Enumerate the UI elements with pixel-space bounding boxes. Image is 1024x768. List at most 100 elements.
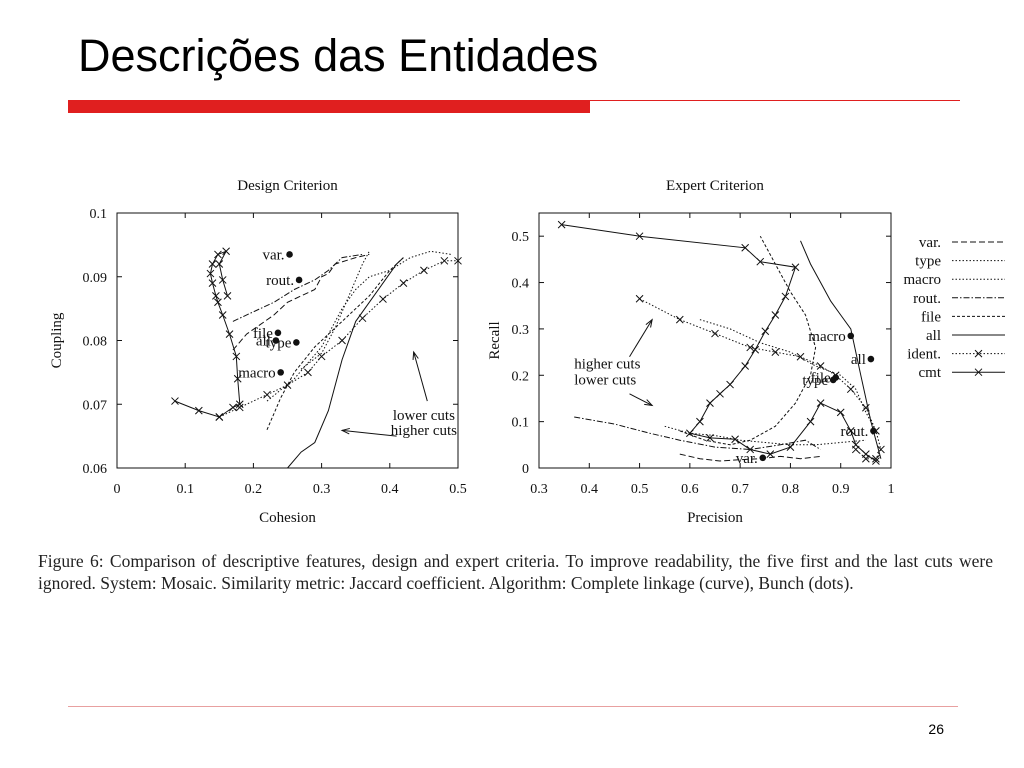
series-macro (300, 251, 370, 370)
bunch-dot-label: file (253, 326, 273, 342)
x-tick-label: 0.6 (681, 482, 699, 497)
bunch-dot (277, 369, 284, 376)
bunch-dot (867, 355, 875, 363)
bunch-dot-label: rout. (266, 273, 294, 289)
bunch-dot-label: rout. (840, 424, 868, 440)
expert-criterion-chart: Expert Criterion Precision Recall 0.3 0.4 0.5… (487, 178, 1005, 526)
annotation-label: lower cuts (393, 408, 455, 424)
bunch-dot-label: macro (238, 365, 275, 381)
data-point-marker (215, 413, 224, 421)
data-point-marker (877, 445, 885, 454)
data-point-marker (454, 256, 462, 265)
data-point-marker (557, 220, 566, 229)
x-tick-label: 1 (888, 482, 895, 497)
data-point-marker (771, 311, 780, 319)
arrow-head (644, 399, 654, 407)
x-tick-label: 0.4 (581, 482, 599, 497)
x-tick-label: 0.7 (731, 482, 749, 497)
title-divider-line (590, 100, 960, 101)
series-line (679, 453, 821, 462)
bunch-dot-label: all (851, 352, 866, 368)
data-point-marker (317, 352, 326, 361)
y-tick-label: 0.1 (90, 207, 108, 222)
bunch-dot-label: macro (808, 329, 845, 345)
legend-marker (974, 349, 983, 358)
data-point-marker (796, 352, 805, 361)
data-point-marker (304, 368, 312, 377)
x-tick-label: 0.1 (176, 482, 194, 497)
data-point-marker (741, 243, 750, 252)
data-point-marker (338, 336, 346, 345)
y-tick-label: 0.07 (83, 398, 108, 413)
bunch-dot-label: type (802, 373, 828, 389)
data-point-marker (731, 435, 739, 444)
series-line (800, 240, 882, 459)
data-point-marker (208, 260, 217, 268)
series-rout (574, 416, 821, 451)
data-point-marker (751, 345, 760, 354)
data-point-marker (358, 314, 367, 323)
series-type (664, 425, 866, 446)
plot-frame (538, 212, 892, 469)
series-var (679, 453, 821, 462)
legend-label: all (926, 328, 941, 344)
data-point-marker (872, 457, 880, 465)
x-tick-label: 0.4 (381, 482, 399, 497)
data-point-marker (746, 445, 755, 454)
series-line (300, 251, 370, 370)
legend-label: macro (904, 272, 941, 288)
data-point-marker (379, 295, 387, 303)
x-tick-label: 0.5 (449, 482, 467, 497)
slide-title: Descrições das Entidades (78, 30, 599, 81)
data-point-marker (212, 292, 220, 300)
data-point-marker (756, 257, 765, 266)
data-point-marker (862, 403, 870, 412)
data-point-marker (440, 256, 449, 265)
data-point-marker (706, 399, 714, 407)
data-point-marker (696, 417, 704, 426)
data-point-marker (716, 389, 724, 398)
arrow-head (645, 318, 653, 328)
data-point-marker (218, 311, 227, 319)
annotation-label: higher cuts (391, 423, 457, 439)
data-point-marker (706, 434, 714, 442)
series-cmt (171, 247, 244, 421)
bunch-dot (293, 339, 300, 346)
x-axis-label: Cohesion (259, 510, 316, 526)
bunch-dot (272, 337, 280, 344)
annotation-arrow (413, 351, 428, 402)
data-point-marker (235, 400, 244, 409)
annotation-label: lower cuts (574, 373, 636, 389)
data-point-marker (222, 247, 230, 256)
data-point-marker (229, 403, 237, 412)
legend-label: ident. (907, 347, 941, 363)
x-tick-label: 0.5 (631, 482, 649, 497)
data-point-marker (214, 298, 222, 307)
chart-title: Expert Criterion (666, 178, 764, 194)
data-point-marker (771, 348, 780, 356)
series-cmt (557, 220, 880, 465)
data-point-marker (766, 450, 775, 458)
bunch-dot (286, 251, 293, 258)
annotation-arrow (629, 319, 653, 357)
arrow-head (340, 427, 350, 435)
series-line (664, 425, 866, 446)
bunch-dot (274, 329, 282, 337)
series-type (266, 250, 452, 402)
annotation-arrow (629, 393, 653, 406)
y-tick-label: 0.06 (83, 462, 108, 477)
figure-caption: Figure 6: Comparison of descriptive feat… (38, 551, 993, 593)
y-tick-label: 0.4 (512, 277, 530, 292)
data-point-marker (741, 362, 750, 370)
x-tick-label: 0.2 (245, 482, 263, 497)
data-point-marker (225, 330, 234, 338)
legend-label: rout. (913, 291, 941, 307)
series-all (800, 240, 882, 459)
series-line (266, 257, 404, 430)
data-point-marker (233, 374, 242, 383)
y-tick-label: 0.1 (512, 416, 530, 431)
data-point-marker (208, 279, 217, 287)
series-line (574, 416, 821, 451)
data-point-marker (846, 427, 855, 435)
